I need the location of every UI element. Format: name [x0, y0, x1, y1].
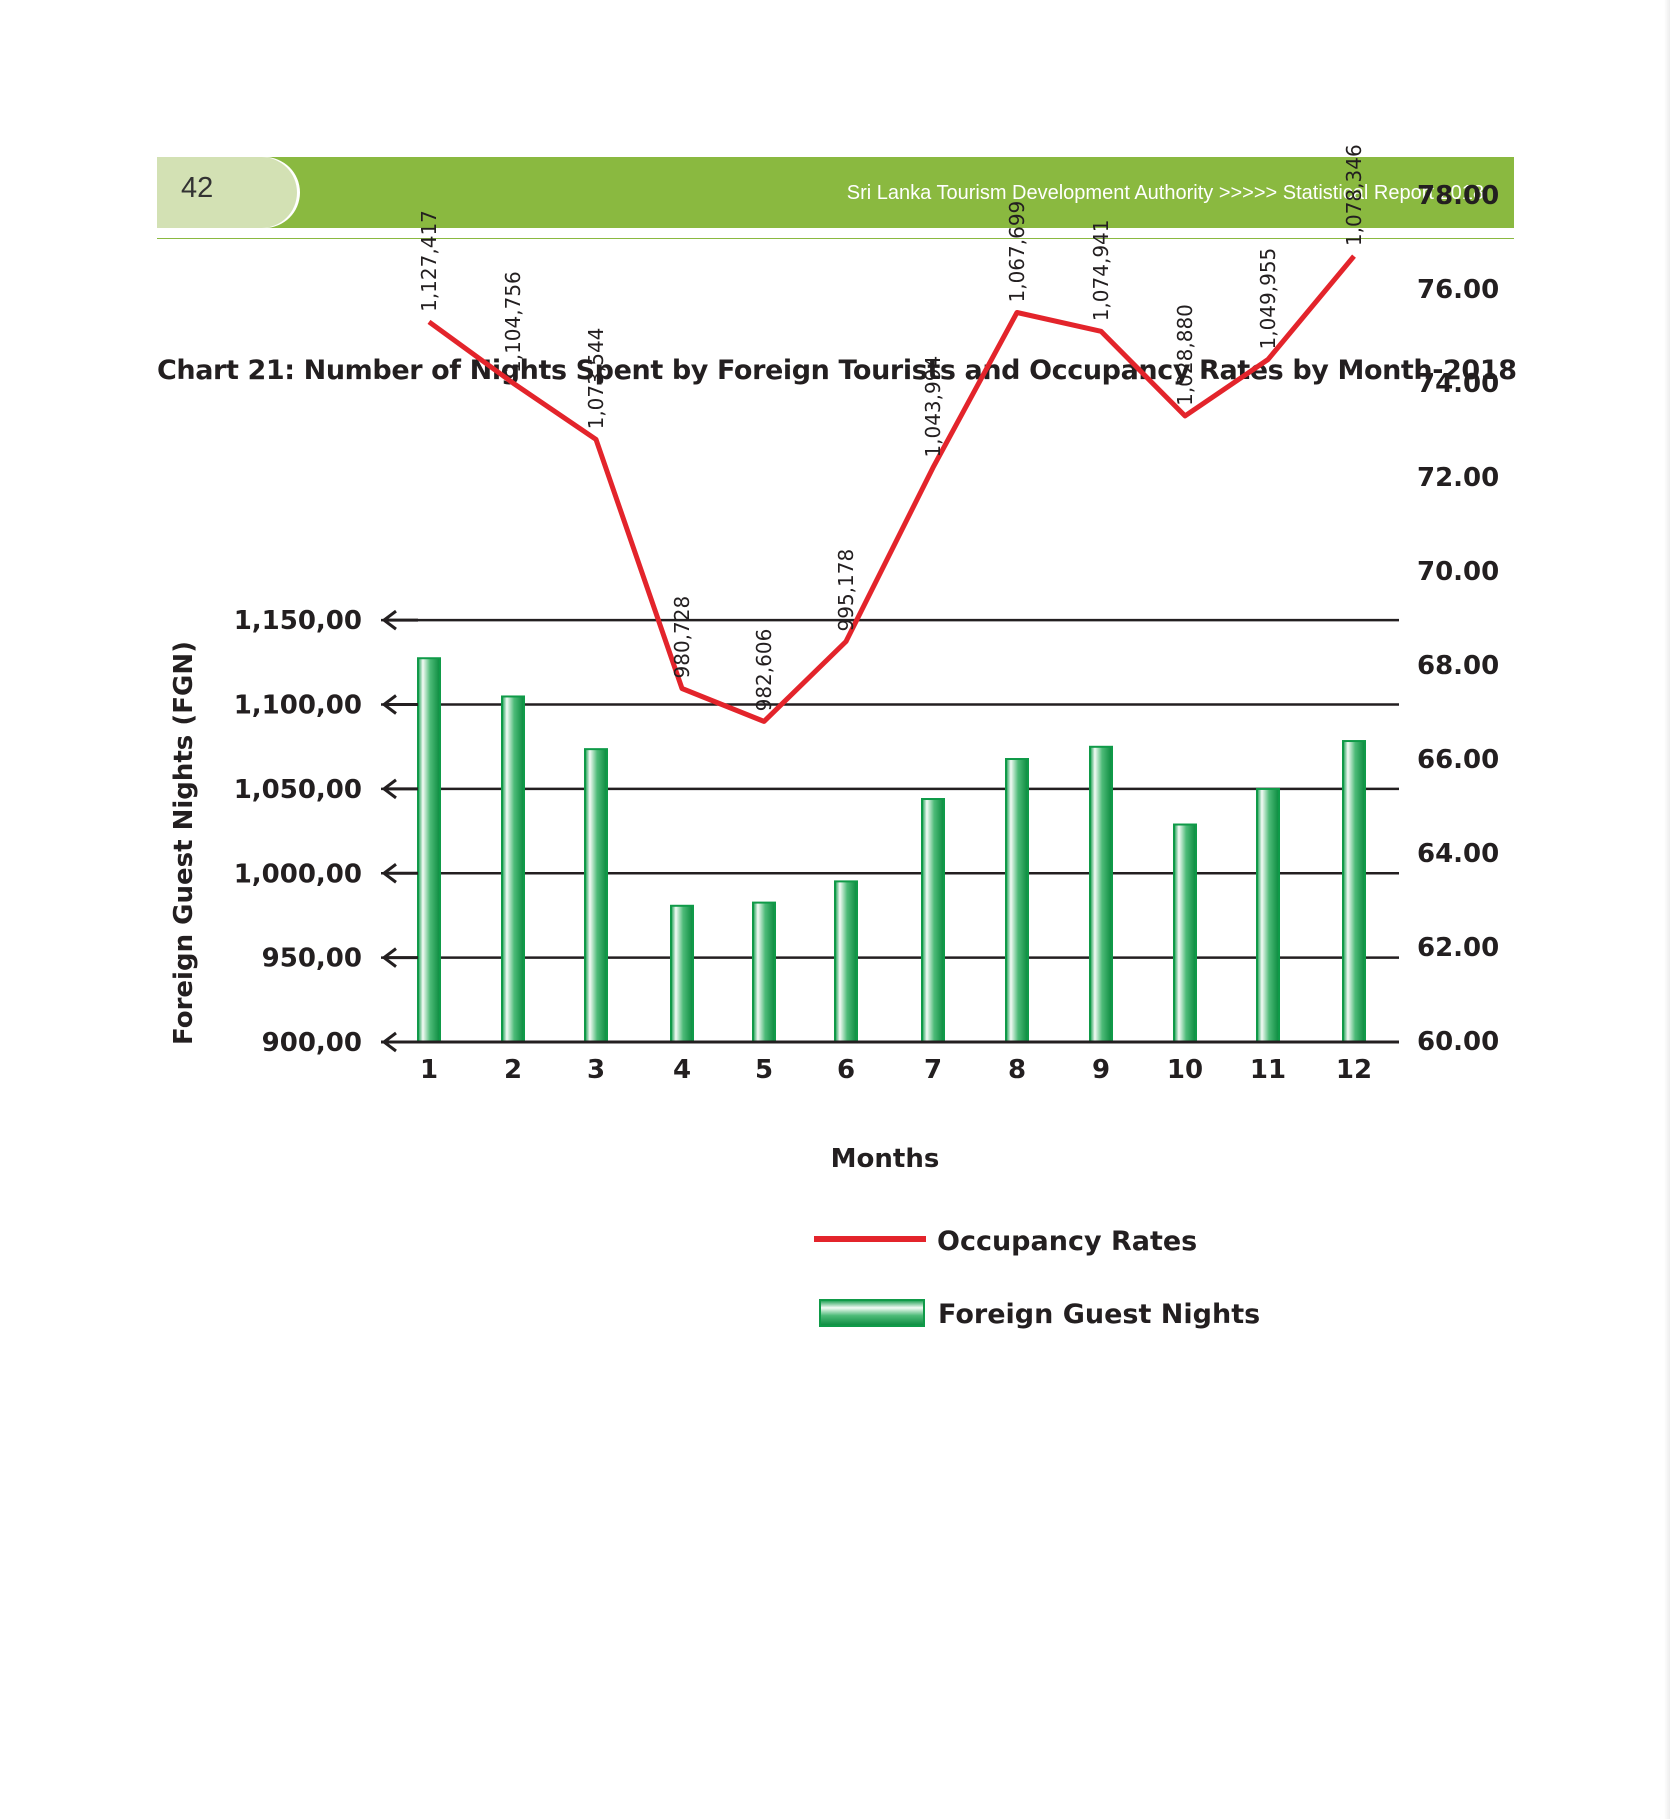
x-tick-label: 10: [1167, 1055, 1203, 1085]
running-title: Sri Lanka Tourism Development Authority …: [846, 182, 1484, 204]
data-labels: 1,127,417 1,104,756 1,073,544 980,728 982,60…: [417, 144, 1366, 711]
legend-label-fgn: Foreign Guest Nights: [938, 1299, 1260, 1330]
right-tick-label: 64.00: [1417, 839, 1499, 869]
left-tick-label: 1,150,00: [234, 606, 362, 636]
bar: [1342, 740, 1366, 1043]
bar: [1089, 745, 1113, 1043]
x-tick-label: 8: [1008, 1055, 1026, 1085]
x-tick-label: 2: [504, 1055, 522, 1085]
page-edge-shadow: [1664, 0, 1670, 1819]
page-number-tab: [157, 157, 297, 228]
line-series: [427, 254, 1356, 724]
left-tick-arrow-head: [381, 863, 397, 884]
bar-value-label: 1,104,756: [501, 271, 525, 373]
bar: [1173, 823, 1197, 1044]
left-tick-label: 950,00: [262, 944, 362, 974]
right-tick-label: 78.00: [1417, 181, 1499, 211]
x-tick-label: 5: [755, 1055, 773, 1085]
bar: [1005, 758, 1029, 1043]
bar-series: [417, 657, 1366, 1044]
bar-value-label: 995,178: [834, 549, 858, 632]
bar-value-label: 1,049,955: [1256, 248, 1280, 350]
left-tick-label: 1,050,00: [234, 775, 362, 805]
bar: [670, 904, 694, 1043]
right-tick-label: 72.00: [1417, 463, 1499, 493]
y-axis-title: Foreign Guest Nights (FGN): [169, 641, 199, 1045]
bar-value-label: 1,028,880: [1173, 304, 1197, 406]
right-tick-label: 74.00: [1417, 369, 1499, 399]
x-tick-label: 3: [587, 1055, 605, 1085]
right-tick-label: 76.00: [1417, 275, 1499, 305]
left-tick-label: 1,100,00: [234, 691, 362, 721]
bar: [1256, 787, 1280, 1043]
bar-value-label: 1,078,346: [1342, 144, 1366, 246]
x-tick-label: 6: [837, 1055, 855, 1085]
left-tick-arrow-head: [381, 778, 397, 800]
x-tick-label: 11: [1250, 1055, 1286, 1085]
right-tick-label: 68.00: [1417, 651, 1499, 681]
legend-label-occupancy: Occupancy Rates: [937, 1226, 1197, 1257]
bar-value-label: 1,043,994: [921, 356, 945, 458]
x-tick-label: 7: [924, 1055, 942, 1085]
right-tick-label: 62.00: [1417, 933, 1499, 963]
left-tick-arrow-head: [381, 694, 397, 715]
left-tick-label: 1,000,00: [234, 859, 362, 889]
right-tick-label: 60.00: [1417, 1027, 1499, 1057]
bar: [752, 901, 776, 1043]
gridlines: [381, 618, 1399, 1044]
chart-title: Chart 21: Number of Nights Spent by Fore…: [157, 355, 1517, 386]
x-tick-label: 9: [1092, 1055, 1110, 1085]
left-tick-arrow-head: [381, 609, 397, 631]
header-band: [157, 157, 1514, 228]
x-tick-label: 1: [420, 1055, 438, 1085]
bar-value-label: 1,073,544: [584, 328, 608, 430]
bar: [501, 695, 525, 1043]
bar: [417, 657, 441, 1043]
left-tick-label: 900,00: [262, 1028, 362, 1058]
bar-value-label: 980,728: [670, 596, 694, 679]
x-tick-label: 4: [673, 1055, 691, 1085]
bar-value-label: 1,127,417: [417, 210, 441, 312]
left-tick-arrow-head: [381, 947, 397, 968]
axes: 900,00 950,00 1,000,00 1,050,00 1,100,00 1,15…: [234, 181, 1500, 1085]
bar-value-label: 1,074,941: [1089, 220, 1113, 322]
bar: [834, 880, 858, 1044]
x-tick-label: 12: [1336, 1055, 1372, 1085]
bar-value-label: 982,606: [752, 629, 776, 712]
right-tick-label: 70.00: [1417, 557, 1499, 587]
right-tick-label: 66.00: [1417, 745, 1499, 775]
legend-bar-swatch: [819, 1299, 925, 1327]
bar: [584, 748, 608, 1043]
header-rule: [157, 238, 1514, 239]
x-axis-title: Months: [831, 1144, 940, 1174]
legend: Occupancy Rates Foreign Guest Nights: [814, 1226, 1260, 1330]
page-number: 42: [181, 172, 214, 204]
bar: [921, 798, 945, 1043]
occupancy-line: [427, 254, 1356, 724]
bar-value-label: 1,067,699: [1005, 201, 1029, 303]
